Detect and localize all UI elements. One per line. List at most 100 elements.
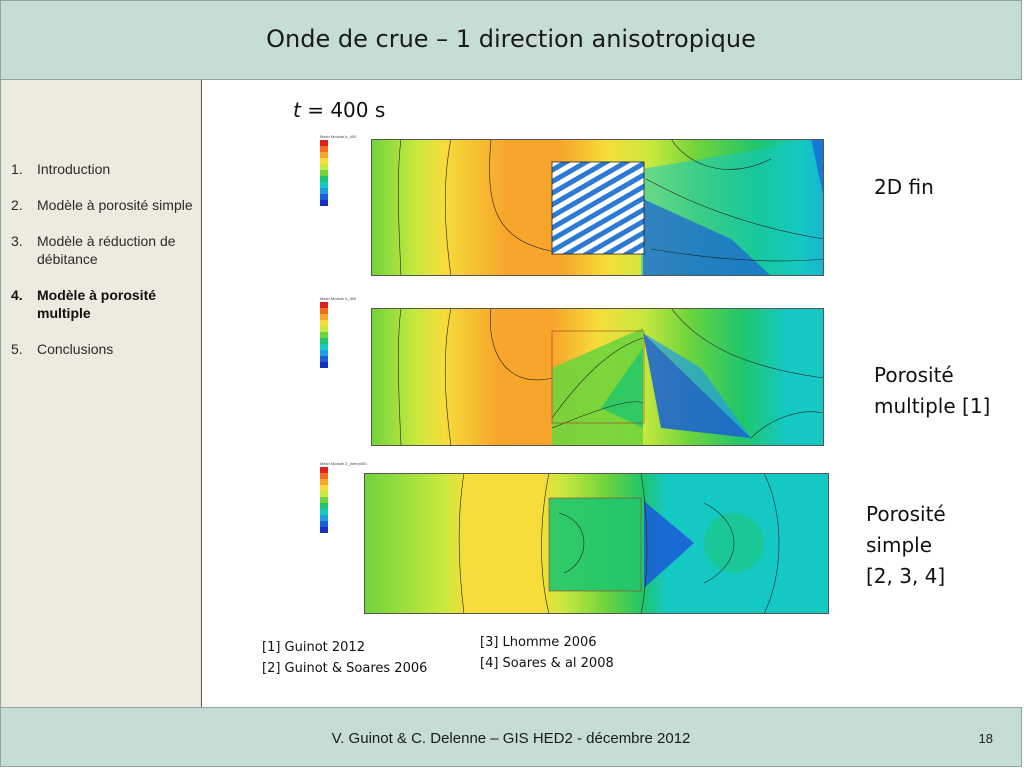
label-line: 2D fin xyxy=(874,175,934,199)
colorbar xyxy=(320,467,328,533)
field-zone xyxy=(811,139,824,199)
colorbar-swatch xyxy=(320,362,328,368)
outline-item-introduction[interactable]: 1. Introduction xyxy=(11,160,196,178)
slide-title: Onde de crue – 1 direction anisotropique xyxy=(266,25,756,53)
outline-number: 5. xyxy=(11,341,23,357)
contour-line xyxy=(645,178,824,240)
field-zone xyxy=(643,333,751,438)
colorbar-swatch xyxy=(320,479,328,485)
colorbar-legend-multiple: Mesh Module h_400 xyxy=(320,296,370,368)
contour-line xyxy=(640,473,648,614)
colorbar-swatch xyxy=(320,338,328,344)
colorbar-swatch xyxy=(320,308,328,314)
colorbar-legend-fine: Mesh Module h_400 xyxy=(320,134,370,206)
contour-line xyxy=(458,473,465,614)
colorbar-swatch xyxy=(320,140,328,146)
contour-line xyxy=(670,308,824,379)
colorbar-swatch xyxy=(320,146,328,152)
colorbar-swatch xyxy=(320,188,328,194)
colorbar-swatch xyxy=(320,491,328,497)
contour-line xyxy=(444,139,452,276)
colorbar xyxy=(320,140,328,206)
contour-line xyxy=(551,401,644,429)
porous-block-outline xyxy=(551,330,645,424)
colorbar-swatch xyxy=(320,485,328,491)
references-left: [1] Guinot 2012 [2] Guinot & Soares 2006 xyxy=(262,637,427,679)
colorbar-swatch xyxy=(320,320,328,326)
contour-line xyxy=(551,337,644,419)
slide-footer: V. Guinot & C. Delenne – GIS HED2 - déce… xyxy=(0,707,1022,767)
colorbar-swatch xyxy=(320,521,328,527)
references-right: [3] Lhomme 2006 [4] Soares & al 2008 xyxy=(480,632,614,674)
outline-number: 4. xyxy=(11,287,23,303)
sidebar: 1. Introduction 2. Modèle à porosité sim… xyxy=(0,80,202,707)
outline-number: 2. xyxy=(11,197,23,213)
outline-item-conclusions[interactable]: 5. Conclusions xyxy=(11,340,196,358)
time-label: t = 400 s xyxy=(293,98,385,122)
label-porosity-simple: Porosité simple [2, 3, 4] xyxy=(866,499,946,592)
plot-porosity-simple xyxy=(364,473,829,614)
label-line: [2, 3, 4] xyxy=(866,564,946,588)
label-porosity-multiple: Porosité multiple [1] xyxy=(874,360,990,422)
outline-label: Conclusions xyxy=(37,341,114,357)
outline-label: Modèle à porosité simple xyxy=(37,197,193,213)
label-line: multiple [1] xyxy=(874,394,991,418)
time-value: = 400 s xyxy=(307,98,386,122)
outline-item-reduction-debitance[interactable]: 3. Modèle à réduction de débitance xyxy=(11,232,196,268)
field-zone xyxy=(549,498,641,591)
reference-item: [2] Guinot & Soares 2006 xyxy=(262,661,428,676)
colorbar-swatch xyxy=(320,158,328,164)
colorbar-swatch xyxy=(320,182,328,188)
contour-line xyxy=(763,473,780,614)
contour-line xyxy=(558,512,585,574)
outline-label: Modèle à porosité multiple xyxy=(37,287,157,321)
outline-label: Modèle à réduction de débitance xyxy=(37,233,176,267)
colorbar-swatch xyxy=(320,332,328,338)
label-line: Porosité xyxy=(874,363,954,387)
colorbar xyxy=(320,302,328,368)
colorbar-swatch xyxy=(320,314,328,320)
page-number: 18 xyxy=(978,731,993,746)
colorbar-swatch xyxy=(320,509,328,515)
colorbar-swatch xyxy=(320,344,328,350)
footer-text: V. Guinot & C. Delenne – GIS HED2 - déce… xyxy=(331,730,691,747)
colorbar-swatch xyxy=(320,515,328,521)
field-zone xyxy=(644,501,694,588)
plot-frame xyxy=(371,139,824,276)
outline-label: Introduction xyxy=(37,161,111,177)
colorbar-swatch xyxy=(320,164,328,170)
reference-item: [1] Guinot 2012 xyxy=(262,640,365,655)
colorbar-legend-simple: Mesh Module Z_interp400 xyxy=(320,461,370,533)
colorbar-swatch xyxy=(320,170,328,176)
contour-line xyxy=(397,308,402,446)
plot-frame xyxy=(371,308,824,446)
contour-line xyxy=(670,139,772,170)
colorbar-swatch xyxy=(320,503,328,509)
field-zone xyxy=(643,199,771,276)
reference-item: [3] Lhomme 2006 xyxy=(480,635,597,650)
plot-porosity-multiple xyxy=(371,308,824,446)
colorbar-swatch xyxy=(320,176,328,182)
colorbar-swatch xyxy=(320,326,328,332)
outline-item-porosite-simple[interactable]: 2. Modèle à porosité simple xyxy=(11,196,196,214)
contour-line xyxy=(750,411,824,439)
colorbar-swatch xyxy=(320,152,328,158)
label-line: simple xyxy=(866,533,933,557)
legend-caption: Mesh Module Z_interp400 xyxy=(320,461,367,466)
colorbar-swatch xyxy=(320,302,328,308)
porous-block-outline xyxy=(548,497,642,592)
field-zone xyxy=(601,348,643,428)
legend-caption: Mesh Module h_400 xyxy=(320,296,357,301)
contour-line xyxy=(397,139,402,276)
colorbar-swatch xyxy=(320,527,328,533)
plot-frame xyxy=(364,473,829,614)
contour-line xyxy=(650,248,824,262)
slide-header: Onde de crue – 1 direction anisotropique xyxy=(0,0,1022,80)
colorbar-swatch xyxy=(320,350,328,356)
colorbar-swatch xyxy=(320,497,328,503)
label-2d-fine: 2D fin xyxy=(874,172,934,203)
reference-item: [4] Soares & al 2008 xyxy=(480,656,614,671)
plot-2d-fine xyxy=(371,139,824,276)
outline-item-porosite-multiple[interactable]: 4. Modèle à porosité multiple xyxy=(11,286,196,322)
contour-line xyxy=(490,308,553,381)
